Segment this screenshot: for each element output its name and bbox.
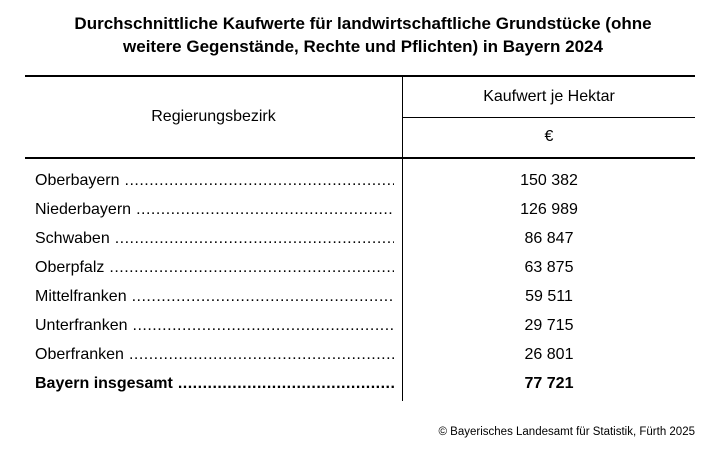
page-title-line1: Durchschnittliche Kaufwerte für landwirt… xyxy=(74,14,652,33)
table-row: Oberfranken ............................… xyxy=(25,340,695,369)
row-label: Niederbayern xyxy=(35,200,132,218)
row-label-cell: Oberpfalz ..............................… xyxy=(25,259,403,277)
kaufwerte-table: Regierungsbezirk Kaufwert je Hektar € Ob… xyxy=(25,75,695,401)
table-body: Oberbayern .............................… xyxy=(25,159,695,401)
row-label: Bayern insgesamt xyxy=(35,374,173,392)
column-header-regierungsbezirk: Regierungsbezirk xyxy=(25,77,403,157)
column-header-kaufwert-je-hektar: Kaufwert je Hektar xyxy=(403,77,695,118)
page-title: Durchschnittliche Kaufwerte für landwirt… xyxy=(0,12,726,58)
row-value: 63 875 xyxy=(524,258,574,276)
row-label: Oberpfalz xyxy=(35,258,105,276)
row-label-cell: Niederbayern ...........................… xyxy=(25,201,403,219)
table-row: Schwaben ...............................… xyxy=(25,224,695,253)
row-label-cell: Unterfranken ...........................… xyxy=(25,317,403,335)
dot-leader: ........................................… xyxy=(132,316,395,334)
row-label-cell: Schwaben ...............................… xyxy=(25,230,403,248)
dot-leader: ........................................… xyxy=(109,258,394,276)
row-value: 77 721 xyxy=(524,374,574,392)
dot-leader: ........................................… xyxy=(177,374,394,392)
row-label: Oberfranken xyxy=(35,345,124,363)
row-label-cell: Bayern insgesamt .......................… xyxy=(25,375,403,393)
row-label-cell: Mittelfranken ..........................… xyxy=(25,288,403,306)
row-value: 86 847 xyxy=(524,229,574,247)
row-value: 29 715 xyxy=(524,316,574,334)
row-value: 126 989 xyxy=(520,200,578,218)
row-label-cell: Oberfranken ............................… xyxy=(25,346,403,364)
column-unit-euro: € xyxy=(544,128,554,146)
row-label: Mittelfranken xyxy=(35,287,127,305)
table-row: Bayern insgesamt .......................… xyxy=(25,369,695,398)
copyright-note: © Bayerisches Landesamt für Statistik, F… xyxy=(438,426,695,438)
dot-leader: ........................................… xyxy=(124,171,395,189)
row-value: 26 801 xyxy=(524,345,574,363)
row-value: 150 382 xyxy=(520,171,578,189)
row-label: Oberbayern xyxy=(35,171,120,189)
row-label: Unterfranken xyxy=(35,316,128,334)
dot-leader: ........................................… xyxy=(128,345,394,363)
column-header-kaufwert-group: Kaufwert je Hektar € xyxy=(403,77,695,157)
table-row: Oberpfalz ..............................… xyxy=(25,253,695,282)
dot-leader: ........................................… xyxy=(136,200,394,218)
table-header: Regierungsbezirk Kaufwert je Hektar € xyxy=(25,75,695,159)
dot-leader: ........................................… xyxy=(114,229,394,247)
column-divider-line xyxy=(402,159,403,401)
table-row: Unterfranken ...........................… xyxy=(25,311,695,340)
table-row: Niederbayern ...........................… xyxy=(25,195,695,224)
row-label-cell: Oberbayern .............................… xyxy=(25,172,403,190)
dot-leader: ........................................… xyxy=(131,287,394,305)
page-title-line2: weitere Gegenstände, Rechte und Pflichte… xyxy=(123,37,603,56)
table-row: Mittelfranken ..........................… xyxy=(25,282,695,311)
table-row: Oberbayern .............................… xyxy=(25,166,695,195)
row-label: Schwaben xyxy=(35,229,110,247)
row-value: 59 511 xyxy=(525,287,573,305)
